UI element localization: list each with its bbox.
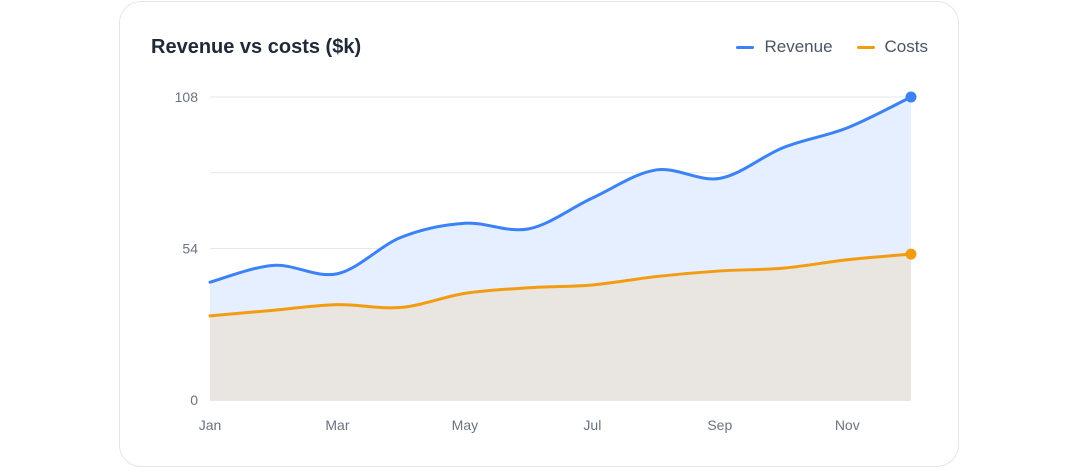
chart-legend: Revenue Costs (736, 37, 928, 57)
x-tick-label: Jan (199, 417, 222, 433)
y-tick-label: 108 (175, 89, 199, 105)
legend-label-costs: Costs (884, 37, 928, 56)
line-revenue (208, 95, 913, 284)
chart-title: Revenue vs costs ($k) (151, 36, 362, 58)
x-tick-label: Mar (325, 417, 349, 433)
y-tick-label: 0 (190, 392, 198, 408)
area-costs (210, 254, 911, 400)
legend-swatch-costs (856, 45, 875, 49)
legend-swatch-revenue (736, 45, 755, 49)
x-tick-label: Jul (583, 417, 601, 433)
x-tick-label: Nov (835, 417, 860, 433)
legend-label-revenue: Revenue (764, 37, 833, 56)
y-tick-label: 54 (182, 241, 198, 257)
endpoint-revenue (905, 91, 917, 103)
legend-item-revenue[interactable]: Revenue (736, 37, 833, 57)
endpoint-costs (905, 248, 917, 260)
legend-item-costs[interactable]: Costs (856, 37, 928, 57)
line-costs (208, 252, 913, 318)
x-tick-label: May (452, 417, 478, 433)
x-tick-label: Sep (707, 417, 732, 433)
